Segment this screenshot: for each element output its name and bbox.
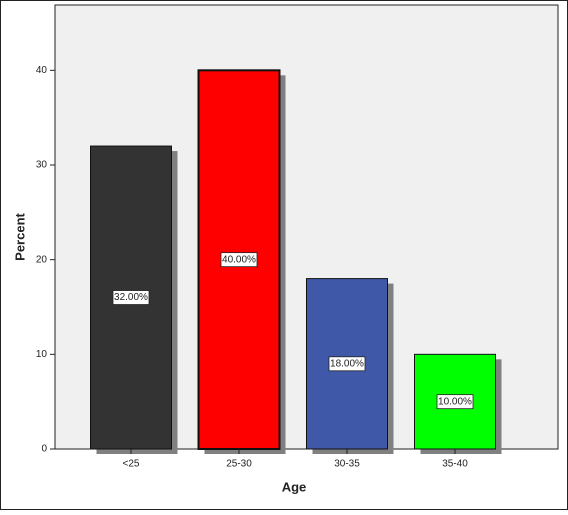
x-tick-label: 35-40 xyxy=(442,459,468,470)
y-tick-label: 20 xyxy=(36,254,48,265)
x-axis-label: Age xyxy=(282,479,307,494)
y-tick-label: 0 xyxy=(41,444,47,455)
value-label-box xyxy=(436,394,474,410)
value-label: 32.00% xyxy=(114,292,148,303)
value-label-box xyxy=(112,290,150,305)
value-label: 10.00% xyxy=(438,396,472,407)
value-label-box xyxy=(328,356,366,372)
value-label: 18.00% xyxy=(330,358,364,369)
y-tick-label: 40 xyxy=(36,65,48,76)
value-label-box xyxy=(220,252,258,268)
y-tick-label: 30 xyxy=(36,160,48,171)
x-tick-label: <25 xyxy=(123,459,140,470)
x-tick-label: 25-30 xyxy=(226,459,252,470)
x-tick-label: 30-35 xyxy=(334,459,360,470)
value-label: 40.00% xyxy=(222,254,256,265)
y-axis-label: Percent xyxy=(12,212,27,260)
y-tick-label: 10 xyxy=(36,349,48,360)
